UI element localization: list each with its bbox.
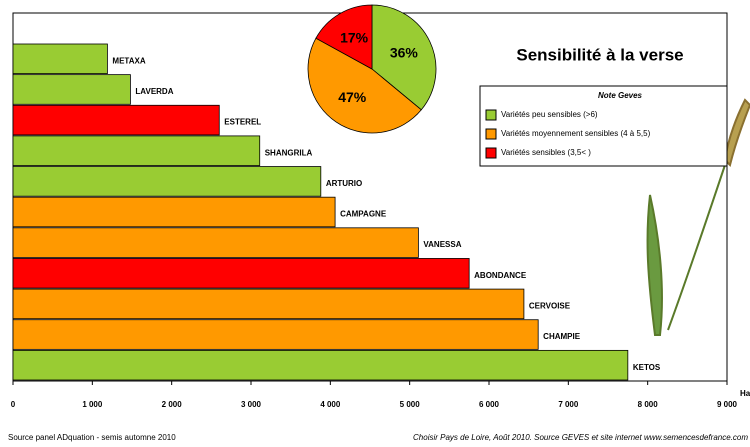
bar-label: SHANGRILA [265, 148, 313, 157]
legend-box [479, 85, 728, 167]
legend-swatch [485, 109, 497, 121]
bar-label: KETOS [633, 363, 661, 372]
bar-label: CAMPAGNE [340, 210, 387, 219]
legend-swatch [485, 128, 497, 140]
legend-label: Variétés sensibles (3,5< ) [501, 148, 591, 157]
wheat-leaf [646, 194, 663, 336]
x-axis-label: Ha [740, 389, 750, 398]
x-tick-label: 7 000 [558, 400, 579, 409]
bar-label: LAVERDA [135, 87, 173, 96]
legend-label: Variétés moyennement sensibles (4 à 5,5) [501, 129, 651, 138]
bar [12, 288, 525, 320]
x-tick-label: 5 000 [400, 400, 421, 409]
bar-label: CHAMPIE [543, 332, 581, 341]
x-tick-label: 0 [11, 400, 16, 409]
bar [12, 43, 108, 75]
wheat-stem [667, 149, 731, 331]
bar [12, 349, 629, 381]
x-tick-label: 8 000 [638, 400, 659, 409]
bar [12, 319, 539, 350]
bar [12, 166, 322, 197]
legend-label: Variétés peu sensibles (>6) [501, 110, 598, 119]
pie-slice [371, 4, 437, 111]
legend-title: Note Geves [598, 91, 643, 100]
bar-label: ESTEREL [224, 118, 261, 127]
x-tick-label: 4 000 [320, 400, 341, 409]
source-left: Source panel ADquation - semis automne 2… [8, 433, 176, 442]
bar [12, 74, 131, 105]
bar [12, 258, 470, 289]
pie-slice [315, 4, 373, 70]
bar [12, 104, 220, 136]
x-tick-label: 1 000 [82, 400, 103, 409]
pie-value-label: 36% [390, 45, 419, 61]
bar-label: METAXA [112, 56, 145, 65]
bar-label: VANESSA [423, 240, 461, 249]
bar [12, 196, 336, 228]
source-right: Choisir Pays de Loire, Août 2010. Source… [413, 433, 748, 442]
chart-title: Sensibilité à la verse [516, 45, 683, 64]
bar-label: CERVOISE [529, 302, 571, 311]
pie-value-label: 47% [338, 89, 367, 105]
legend-swatch [485, 147, 497, 159]
wheat-ear [723, 98, 750, 167]
x-tick-label: 9 000 [717, 400, 738, 409]
x-tick-label: 3 000 [241, 400, 262, 409]
pie-slice [307, 37, 422, 134]
wheat-illustration [646, 98, 750, 336]
bar [12, 227, 419, 258]
pie-value-label: 17% [340, 29, 369, 45]
bar-label: ABONDANCE [474, 271, 527, 280]
bar-label: ARTURIO [326, 179, 362, 188]
bar [12, 135, 261, 166]
x-tick-label: 6 000 [479, 400, 500, 409]
x-tick-label: 2 000 [162, 400, 183, 409]
